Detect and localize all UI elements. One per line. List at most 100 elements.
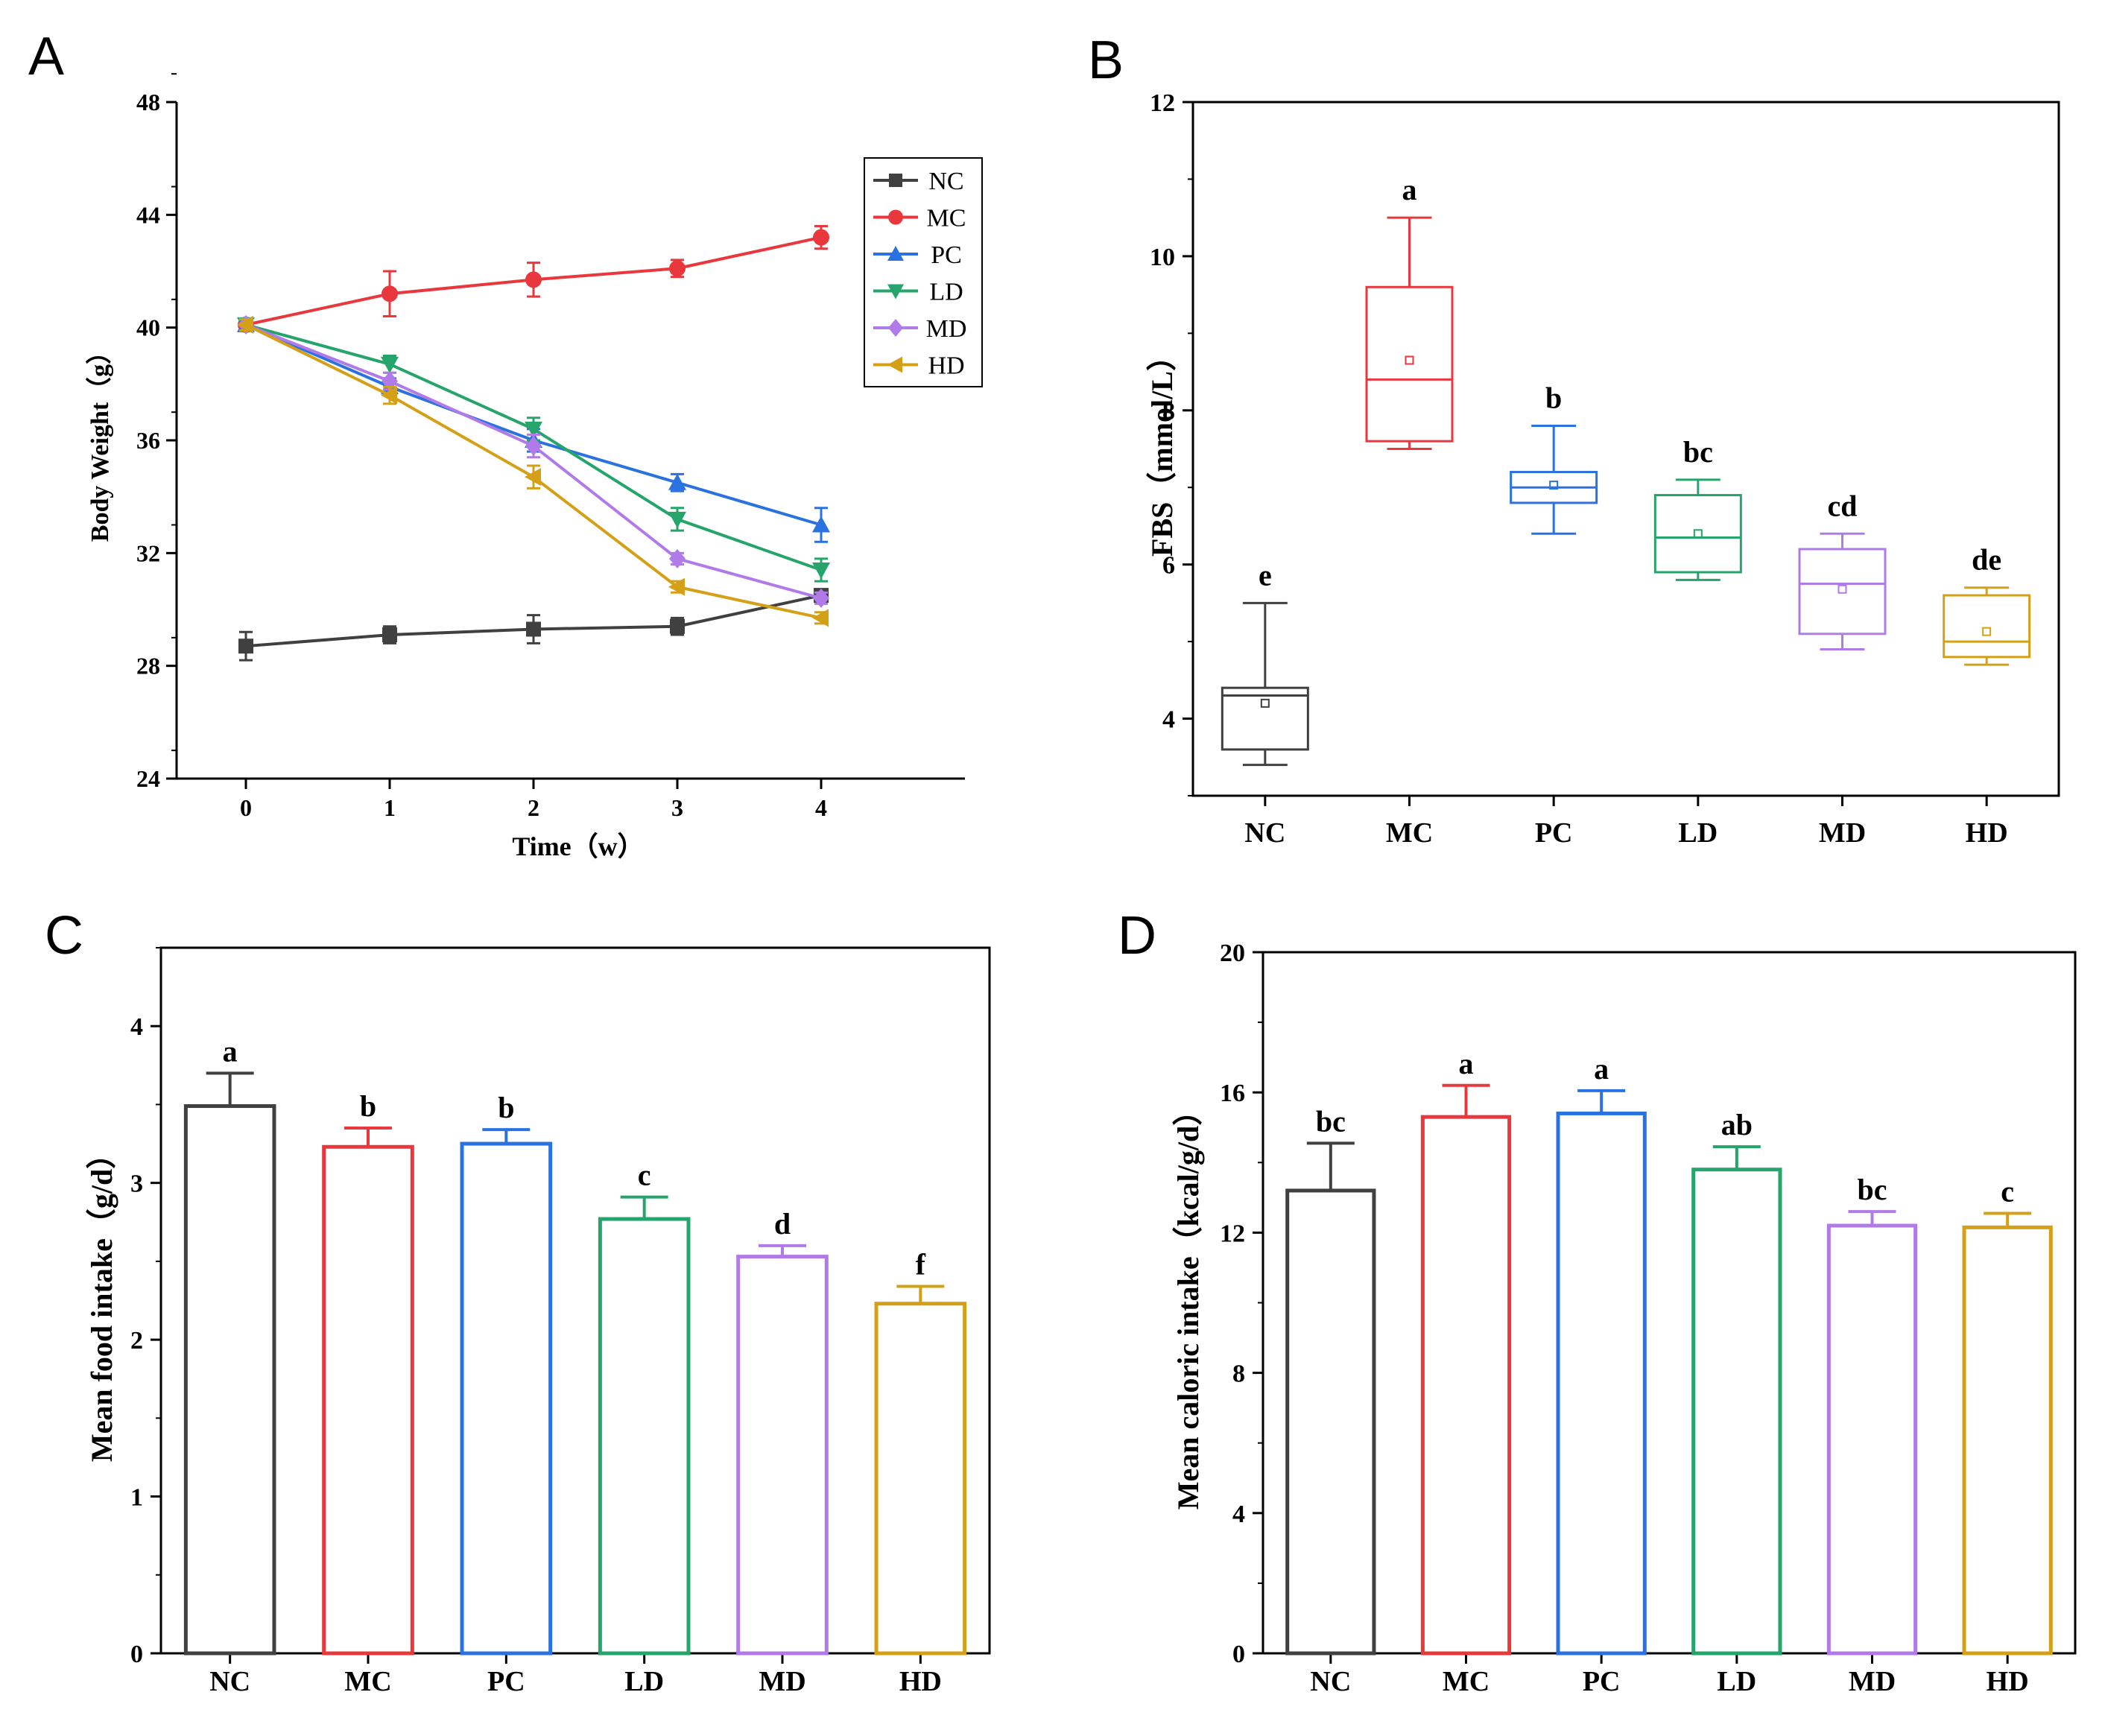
point-mc (669, 260, 686, 277)
bar-group-nc: bc (1285, 1104, 1376, 1656)
box-iqr (1798, 548, 1887, 636)
legend-label-md: MD (926, 315, 967, 343)
legend-a: NC MC PC LD MD HD (864, 157, 983, 387)
bar (1556, 1111, 1647, 1656)
plot-frame-b (1191, 101, 2060, 797)
box-mc: a (1365, 173, 1454, 450)
bar (1285, 1188, 1376, 1656)
legend-marker-nc (889, 174, 902, 187)
bar (1691, 1168, 1782, 1656)
y-tick-label-c: 3 (130, 1170, 143, 1198)
y-axis-label-d: Mean caloric intake（kcal/g/d） (1171, 1096, 1205, 1510)
x-tick-label-d: HD (1987, 1666, 2029, 1697)
significance-label: cd (1828, 489, 1858, 522)
x-tick-label-a: 3 (671, 794, 683, 821)
point-hd (525, 468, 541, 487)
legend-marker-mc (888, 209, 903, 225)
mean-marker (1693, 529, 1703, 539)
box-md: cd (1798, 489, 1887, 650)
significance-label: a (1594, 1052, 1609, 1086)
x-tick-label-b: NC (1244, 817, 1285, 849)
point-hd (668, 577, 685, 596)
bar-group-pc: a (1556, 1052, 1647, 1656)
point-ld (381, 356, 399, 373)
y-tick-label-d: 4 (1232, 1501, 1245, 1528)
x-axis-label-a: Time（w） (512, 831, 644, 861)
x-tick-label-c: LD (624, 1666, 664, 1697)
legend-marker-pc (887, 246, 904, 261)
bar-group-hd: f (874, 1248, 967, 1656)
panel-d: D 0 4 8 12 16 20 NC MC PC LD MD HD bc a a ab bc c Mean c… (1118, 906, 2077, 1697)
box-iqr (1653, 494, 1742, 574)
significance-label: c (638, 1159, 651, 1192)
bar (460, 1141, 553, 1656)
bar (1826, 1223, 1918, 1656)
bar (322, 1144, 414, 1656)
point-md (813, 588, 829, 608)
y-tick-label-c: 4 (130, 1013, 143, 1041)
mean-marker (1405, 355, 1414, 365)
significance-label: a (1459, 1047, 1474, 1080)
point-nc (526, 621, 541, 637)
plot-frame-d (1261, 951, 2077, 1655)
bar (736, 1255, 829, 1656)
significance-label: c (2001, 1175, 2014, 1208)
y-tick-label-a: 24 (136, 765, 160, 792)
y-tick-label-c: 2 (130, 1327, 143, 1355)
y-axis-label-c: Mean food intake（g/d） (85, 1139, 118, 1462)
plot-frame-c (159, 946, 991, 1655)
y-axis-label-b: FBS（mmol/L） (1145, 341, 1179, 557)
legend-marker-hd (887, 356, 902, 373)
point-md (525, 436, 542, 456)
bar (183, 1104, 276, 1656)
box-group-b: e a b bc cd de (1221, 173, 2031, 767)
mean-marker (1260, 698, 1270, 708)
bar (1962, 1225, 2053, 1656)
axes-b: 4 6 8 10 12 NC MC PC LD MD HD (1150, 89, 2060, 849)
x-tick-label-d: MD (1849, 1666, 1896, 1697)
x-tick-label-c: MC (344, 1666, 391, 1697)
bar-group-md: bc (1826, 1173, 1918, 1656)
significance-label: b (1545, 381, 1562, 414)
significance-label: a (1402, 173, 1417, 206)
x-tick-label-d: NC (1310, 1666, 1351, 1697)
series-mc (238, 224, 829, 333)
x-tick-label-d: MC (1443, 1666, 1490, 1697)
legend-label-mc: MC (927, 205, 966, 232)
legend-label-ld: LD (929, 279, 963, 306)
legend-label-nc: NC (928, 168, 963, 195)
y-tick-label-d: 12 (1220, 1220, 1245, 1247)
y-tick-label-b: 8 (1162, 398, 1175, 425)
point-ld (525, 421, 542, 438)
x-tick-label-d: PC (1583, 1666, 1621, 1697)
x-tick-label-c: HD (899, 1666, 942, 1697)
significance-label: bc (1316, 1104, 1346, 1138)
series-ld (237, 317, 830, 583)
panel-label-c: C (45, 906, 83, 966)
x-tick-label-b: PC (1535, 817, 1573, 849)
y-axis-label-a: Body Weight（g） (85, 339, 114, 542)
point-mc (813, 229, 829, 246)
y-tick-label-b: 10 (1150, 244, 1175, 271)
x-tick-label-c: NC (209, 1666, 250, 1697)
significance-label: a (223, 1034, 238, 1068)
mean-marker (1837, 584, 1847, 594)
point-md (669, 548, 686, 568)
x-tick-label-b: MC (1386, 817, 1433, 849)
y-tick-label-a: 48 (136, 89, 160, 115)
bar (874, 1302, 967, 1656)
y-tick-label-a: 28 (136, 653, 160, 679)
y-tick-label-a: 32 (136, 539, 160, 566)
mean-marker (1549, 481, 1559, 490)
y-tick-label-a: 36 (136, 427, 160, 454)
bar-group-md: d (736, 1207, 829, 1656)
mean-marker (1982, 627, 1992, 636)
bar-group-nc: a (183, 1034, 276, 1656)
box-pc: b (1510, 381, 1598, 535)
bar-group-ld: c (598, 1159, 691, 1656)
x-tick-label-c: MD (759, 1666, 805, 1697)
box-ld: bc (1653, 435, 1742, 581)
y-tick-label-d: 20 (1220, 940, 1245, 967)
significance-label: d (774, 1207, 791, 1241)
bar-group-c: a b b c d f (183, 1034, 967, 1656)
